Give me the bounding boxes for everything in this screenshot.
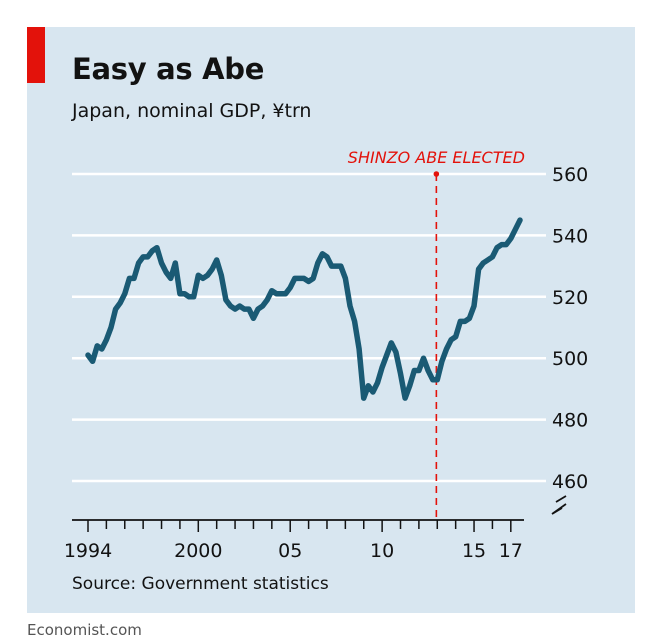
chart-title: Easy as Abe (72, 52, 265, 86)
gridlines (72, 172, 546, 483)
series-layer (85, 217, 523, 401)
y-tick-label-500: 500 (552, 348, 588, 370)
annotation-dot (433, 171, 440, 177)
x-tick-label-2000: 2000 (174, 540, 222, 562)
brand-red-tag (27, 27, 45, 83)
x-axis: 1994 2000 05 10 15 17 (64, 519, 524, 562)
source-note: Source: Government statistics (72, 574, 329, 594)
y-axis-labels: 460 480 500 520 540 560 (551, 164, 588, 515)
y-tick-label-560: 560 (552, 164, 588, 186)
y-tick-label-460: 460 (552, 471, 588, 493)
y-tick-label-540: 540 (552, 225, 588, 247)
x-tick-label-15: 15 (462, 540, 486, 562)
y-tick-label-520: 520 (552, 287, 588, 309)
chart-panel (27, 27, 635, 613)
x-tick-label-10: 10 (370, 540, 394, 562)
chart-subtitle: Japan, nominal GDP, ¥trn (72, 100, 312, 122)
x-tick-label-05: 05 (278, 540, 302, 562)
y-tick-label-480: 480 (552, 410, 588, 432)
axis-break-icon (551, 495, 567, 515)
annotation-label: SHINZO ABE ELECTED (348, 148, 525, 167)
x-tick-label-17: 17 (499, 540, 523, 562)
series-line (85, 217, 523, 401)
x-tick-label-1994: 1994 (64, 540, 112, 562)
annotations: SHINZO ABE ELECTED (348, 148, 525, 518)
brand-footer: Economist.com (27, 621, 142, 639)
